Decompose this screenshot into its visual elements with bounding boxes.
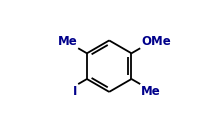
Text: Me: Me (141, 85, 161, 98)
Text: I: I (73, 85, 77, 98)
Text: Me: Me (58, 35, 77, 48)
Text: OMe: OMe (141, 35, 171, 48)
